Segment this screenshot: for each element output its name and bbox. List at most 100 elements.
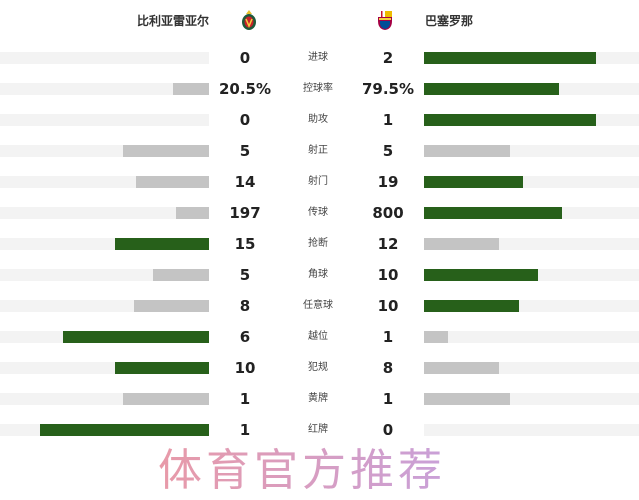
home-bar [114, 238, 209, 250]
away-bar [424, 52, 596, 64]
away-value: 0 [382, 421, 394, 439]
away-bar [424, 393, 510, 405]
away-bar-track [424, 393, 639, 405]
stat-row: 6 越位 1 [0, 327, 639, 347]
home-bar-track [0, 424, 209, 436]
stat-row: 1 红牌 0 [0, 420, 639, 440]
home-team-name: 比利亚雷亚尔 [136, 14, 209, 28]
away-value: 12 [377, 235, 399, 253]
home-value: 20.5% [218, 80, 272, 98]
home-bar [62, 331, 209, 343]
stat-label: 射门 [308, 176, 328, 187]
away-value: 1 [382, 390, 394, 408]
home-value: 1 [239, 390, 251, 408]
home-bar-track [0, 238, 209, 250]
home-bar-track [0, 331, 209, 343]
away-bar-track [424, 176, 639, 188]
away-value: 79.5% [361, 80, 415, 98]
away-bar [424, 114, 596, 126]
away-value: 19 [377, 173, 399, 191]
home-bar-track [0, 114, 209, 126]
home-bar-track [0, 362, 209, 374]
away-value: 2 [382, 49, 394, 67]
away-value: 1 [382, 111, 394, 129]
stat-row: 5 角球 10 [0, 265, 639, 285]
away-bar [424, 300, 519, 312]
home-bar-track [0, 83, 209, 95]
away-value: 5 [382, 142, 394, 160]
stat-row: 8 任意球 10 [0, 296, 639, 316]
away-bar-track [424, 145, 639, 157]
away-bar-track [424, 207, 639, 219]
away-value: 800 [372, 204, 404, 222]
away-bar [424, 83, 560, 95]
home-value: 1 [239, 421, 251, 439]
away-bar [424, 269, 538, 281]
away-value: 10 [377, 266, 399, 284]
home-bar [152, 269, 209, 281]
stat-row: 14 射门 19 [0, 172, 639, 192]
away-bar [424, 145, 510, 157]
home-bar [114, 362, 209, 374]
stat-label: 角球 [308, 269, 328, 280]
away-bar-track [424, 83, 639, 95]
stat-row: 20.5% 控球率 79.5% [0, 79, 639, 99]
home-bar [173, 83, 209, 95]
stat-row: 0 助攻 1 [0, 110, 639, 130]
stat-label: 黄牌 [308, 393, 328, 404]
stat-label: 红牌 [308, 424, 328, 435]
stat-label: 控球率 [303, 83, 333, 94]
stat-row: 197 传球 800 [0, 203, 639, 223]
home-bar [39, 424, 209, 436]
home-bar-track [0, 52, 209, 64]
away-bar [424, 362, 500, 374]
away-bar-track [424, 362, 639, 374]
home-bar [123, 145, 209, 157]
away-bar [424, 207, 562, 219]
away-bar-track [424, 114, 639, 126]
home-bar-track [0, 300, 209, 312]
stat-label: 射正 [308, 145, 328, 156]
away-bar-track [424, 424, 639, 436]
home-value: 5 [239, 142, 251, 160]
home-value: 197 [229, 204, 261, 222]
home-value: 0 [239, 49, 251, 67]
home-value: 5 [239, 266, 251, 284]
home-bar [175, 207, 209, 219]
home-bar-track [0, 145, 209, 157]
away-value: 1 [382, 328, 394, 346]
home-bar [123, 393, 209, 405]
home-value: 15 [234, 235, 256, 253]
home-value: 0 [239, 111, 251, 129]
stat-row: 5 射正 5 [0, 141, 639, 161]
away-bar-track [424, 269, 639, 281]
stat-label: 助攻 [308, 114, 328, 125]
away-bar [424, 238, 500, 250]
home-bar-track [0, 176, 209, 188]
home-bar-track [0, 207, 209, 219]
away-bar-track [424, 300, 639, 312]
away-bar-track [424, 331, 639, 343]
home-value: 6 [239, 328, 251, 346]
away-team-name: 巴塞罗那 [425, 14, 474, 28]
stat-label: 越位 [308, 331, 328, 342]
stat-row: 15 抢断 12 [0, 234, 639, 254]
home-bar [135, 176, 209, 188]
away-bar [424, 176, 523, 188]
home-bar [133, 300, 209, 312]
home-value: 14 [234, 173, 256, 191]
watermark: 体育官方推荐 [158, 445, 446, 496]
away-value: 10 [377, 297, 399, 315]
stat-row: 0 进球 2 [0, 48, 639, 68]
villarreal-crest-icon [242, 10, 256, 30]
home-value: 10 [234, 359, 256, 377]
away-bar-track [424, 52, 639, 64]
barcelona-crest-icon [378, 11, 392, 30]
stat-row: 10 犯规 8 [0, 358, 639, 378]
stat-label: 犯规 [308, 362, 328, 373]
away-bar [424, 331, 448, 343]
home-bar-track [0, 269, 209, 281]
home-value: 8 [239, 297, 251, 315]
stat-label: 进球 [308, 52, 328, 63]
home-bar-track [0, 393, 209, 405]
